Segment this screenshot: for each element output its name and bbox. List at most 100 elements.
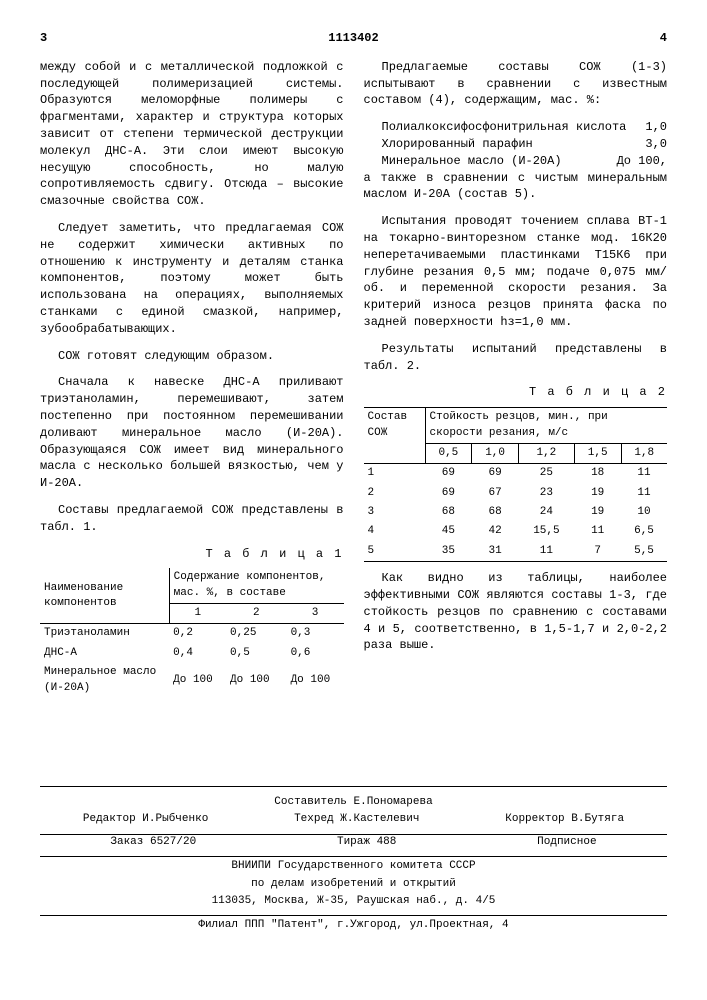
cell: Минеральное масло (И-20А) bbox=[40, 663, 169, 698]
cell: 7 bbox=[574, 542, 621, 562]
cell: 45 bbox=[425, 522, 472, 541]
cell: 0,25 bbox=[226, 624, 287, 644]
cell: 35 bbox=[425, 542, 472, 562]
cell: Триэтаноламин bbox=[40, 624, 169, 644]
cell: 31 bbox=[472, 542, 519, 562]
r-p2: а также в сравнении с чистым минеральным… bbox=[364, 170, 668, 204]
table-2: Состав СОЖ Стойкость резцов, мин., при с… bbox=[364, 407, 668, 562]
r-p3: Испытания проводят точением сплава ВТ-1 … bbox=[364, 213, 668, 331]
cell: 4 bbox=[364, 522, 426, 541]
t2-caption: Т а б л и ц а 2 bbox=[364, 384, 668, 401]
cell: 69 bbox=[425, 464, 472, 484]
addr2: Филиал ППП "Патент", г.Ужгород, ул.Проек… bbox=[40, 918, 667, 933]
cell: 67 bbox=[472, 484, 519, 503]
columns: между собой и с металлической подложкой … bbox=[40, 59, 667, 706]
tirazh: Тираж 488 bbox=[337, 835, 396, 850]
footer: Составитель Е.Пономарева Редактор И.Рыбч… bbox=[40, 786, 667, 934]
cell: До 100 bbox=[287, 663, 344, 698]
order: Заказ 6527/20 bbox=[110, 835, 196, 850]
comp-name: Полиалкоксифосфонитрильная кислота bbox=[364, 119, 627, 136]
cell: 42 bbox=[472, 522, 519, 541]
credits: Редактор И.Рыбченко Техред Ж.Кастелевич … bbox=[40, 812, 667, 834]
cell: 10 bbox=[621, 503, 667, 522]
cell: 68 bbox=[425, 503, 472, 522]
sp: 1,8 bbox=[621, 443, 667, 463]
t1-c2: 2 bbox=[226, 604, 287, 624]
cell: 0,5 bbox=[226, 644, 287, 663]
cell: 18 bbox=[574, 464, 621, 484]
t1-c3: 3 bbox=[287, 604, 344, 624]
t1-body: Триэтаноламин0,20,250,3 ДНС-А0,40,50,6 М… bbox=[40, 624, 344, 698]
cell: 15,5 bbox=[518, 522, 574, 541]
t2-body: 16969251811 26967231911 36868241910 4454… bbox=[364, 464, 668, 562]
cell: 2 bbox=[364, 484, 426, 503]
cell: 11 bbox=[621, 484, 667, 503]
comp-2: Хлорированный парафин 3,0 bbox=[364, 136, 668, 153]
comp-val: До 100, bbox=[599, 153, 667, 170]
t1-c1: 1 bbox=[169, 604, 226, 624]
cell: 69 bbox=[472, 464, 519, 484]
tech: Техред Ж.Кастелевич bbox=[294, 812, 419, 827]
cell: ДНС-А bbox=[40, 644, 169, 663]
editor: Редактор И.Рыбченко bbox=[83, 812, 208, 827]
org1: ВНИИПИ Государственного комитета СССР bbox=[40, 859, 667, 874]
cell: До 100 bbox=[226, 663, 287, 698]
composer: Составитель Е.Пономарева bbox=[40, 795, 667, 810]
cell: 1 bbox=[364, 464, 426, 484]
cell: 23 bbox=[518, 484, 574, 503]
p5: Составы предлагаемой СОЖ представлены в … bbox=[40, 502, 344, 536]
cell: 0,2 bbox=[169, 624, 226, 644]
comp-name: Хлорированный парафин bbox=[364, 136, 533, 153]
cell: 5,5 bbox=[621, 542, 667, 562]
r-p4: Результаты испытаний представлены в табл… bbox=[364, 341, 668, 375]
cell: 68 bbox=[472, 503, 519, 522]
sp: 1,2 bbox=[518, 443, 574, 463]
r-p5: Как видно из таблицы, наиболее эффективн… bbox=[364, 570, 668, 654]
cell: 11 bbox=[574, 522, 621, 541]
cell: 19 bbox=[574, 484, 621, 503]
comp-val: 1,0 bbox=[627, 119, 667, 136]
cell: 0,3 bbox=[287, 624, 344, 644]
p1: между собой и с металлической подложкой … bbox=[40, 59, 344, 210]
col-left: между собой и с металлической подложкой … bbox=[40, 59, 344, 706]
cell: 11 bbox=[518, 542, 574, 562]
r-p1: Предлагаемые составы СОЖ (1-3) испытываю… bbox=[364, 59, 668, 109]
order-row: Заказ 6527/20 Тираж 488 Подписное bbox=[40, 835, 667, 857]
t1-h2: Содержание компонентов, мас. %, в состав… bbox=[169, 568, 343, 603]
signed: Подписное bbox=[537, 835, 596, 850]
t2-hright: Стойкость резцов, мин., при скорости рез… bbox=[425, 408, 667, 444]
sp: 0,5 bbox=[425, 443, 472, 463]
addr1: 113035, Москва, Ж-35, Раушская наб., д. … bbox=[40, 894, 667, 916]
sp: 1,5 bbox=[574, 443, 621, 463]
org2: по делам изобретений и открытий bbox=[40, 877, 667, 892]
cell: 19 bbox=[574, 503, 621, 522]
page-right: 4 bbox=[660, 30, 667, 47]
page-center: 1113402 bbox=[328, 30, 378, 47]
cell: 5 bbox=[364, 542, 426, 562]
cell: 0,4 bbox=[169, 644, 226, 663]
page-header: 3 1113402 4 bbox=[40, 30, 667, 47]
sp: 1,0 bbox=[472, 443, 519, 463]
p4: Сначала к навеске ДНС-А приливают триэта… bbox=[40, 374, 344, 492]
comp-val: 3,0 bbox=[627, 136, 667, 153]
cell: 3 bbox=[364, 503, 426, 522]
cell: 24 bbox=[518, 503, 574, 522]
p2: Следует заметить, что предлагаемая СОЖ н… bbox=[40, 220, 344, 338]
table-1: Наименование компонентов Содержание комп… bbox=[40, 568, 344, 698]
p3: СОЖ готовят следующим образом. bbox=[40, 348, 344, 365]
col-right: Предлагаемые составы СОЖ (1-3) испытываю… bbox=[364, 59, 668, 706]
cell: 11 bbox=[621, 464, 667, 484]
cell: До 100 bbox=[169, 663, 226, 698]
comp-3: Минеральное масло (И-20А) До 100, bbox=[364, 153, 668, 170]
t1-caption: Т а б л и ц а 1 bbox=[40, 546, 344, 563]
t1-h1: Наименование компонентов bbox=[40, 568, 169, 624]
cell: 0,6 bbox=[287, 644, 344, 663]
cell: 69 bbox=[425, 484, 472, 503]
comp-1: Полиалкоксифосфонитрильная кислота1,0 bbox=[364, 119, 668, 136]
cell: 25 bbox=[518, 464, 574, 484]
page-left: 3 bbox=[40, 30, 47, 47]
corrector: Корректор В.Бутяга bbox=[505, 812, 624, 827]
comp-name: Минеральное масло (И-20А) bbox=[364, 153, 562, 170]
cell: 6,5 bbox=[621, 522, 667, 541]
t2-hleft: Состав СОЖ bbox=[364, 408, 426, 464]
